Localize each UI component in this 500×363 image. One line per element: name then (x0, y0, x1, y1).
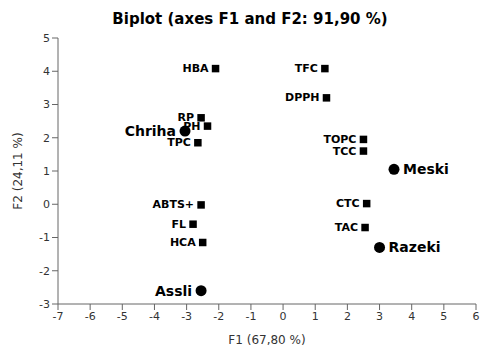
svg-text:1: 1 (312, 310, 319, 323)
svg-text:-4: -4 (149, 310, 160, 323)
svg-text:FL: FL (172, 218, 187, 231)
svg-text:-7: -7 (53, 310, 64, 323)
svg-text:5: 5 (43, 32, 50, 45)
svg-text:-2: -2 (39, 265, 50, 278)
svg-text:F1 (67,80 %): F1 (67,80 %) (228, 333, 305, 347)
svg-text:3: 3 (376, 310, 383, 323)
svg-text:3: 3 (43, 98, 50, 111)
svg-text:-6: -6 (85, 310, 96, 323)
svg-text:1: 1 (43, 165, 50, 178)
svg-text:TAC: TAC (335, 221, 358, 234)
svg-text:F2 (24,11 %): F2 (24,11 %) (11, 132, 25, 209)
svg-text:-1: -1 (39, 231, 50, 244)
svg-text:CTC: CTC (336, 197, 360, 210)
svg-text:0: 0 (43, 198, 50, 211)
svg-text:Assli: Assli (155, 283, 192, 299)
svg-text:ABTS+: ABTS+ (153, 198, 195, 211)
svg-text:HBA: HBA (182, 62, 209, 75)
svg-text:TCC: TCC (333, 145, 357, 158)
svg-text:0: 0 (280, 310, 287, 323)
svg-text:PH: PH (183, 119, 201, 133)
svg-text:2: 2 (43, 132, 50, 145)
svg-text:TFC: TFC (295, 62, 318, 75)
svg-text:-2: -2 (213, 310, 224, 323)
svg-text:-3: -3 (39, 298, 50, 311)
svg-text:-3: -3 (181, 310, 192, 323)
svg-text:4: 4 (43, 65, 50, 78)
svg-text:4: 4 (408, 310, 415, 323)
svg-text:-5: -5 (117, 310, 128, 323)
svg-text:TOPC: TOPC (323, 132, 357, 146)
svg-text:Meski: Meski (403, 161, 449, 177)
html-text:Biplot (axes F1 and F2: 91,90: Biplot (axes F1 and F2: 91,90 %) (112, 10, 388, 28)
svg-text:RP: RP (177, 111, 195, 125)
svg-text:Chriha: Chriha (125, 123, 176, 139)
svg-text:5: 5 (440, 310, 447, 323)
svg-text:DPPH: DPPH (285, 91, 319, 104)
svg-text:6: 6 (473, 310, 480, 323)
svg-text:HCA: HCA (170, 236, 196, 249)
svg-text:-1: -1 (245, 310, 256, 323)
svg-text:2: 2 (344, 310, 351, 323)
svg-text:TPC: TPC (167, 136, 191, 150)
svg-text:Razeki: Razeki (389, 239, 441, 255)
